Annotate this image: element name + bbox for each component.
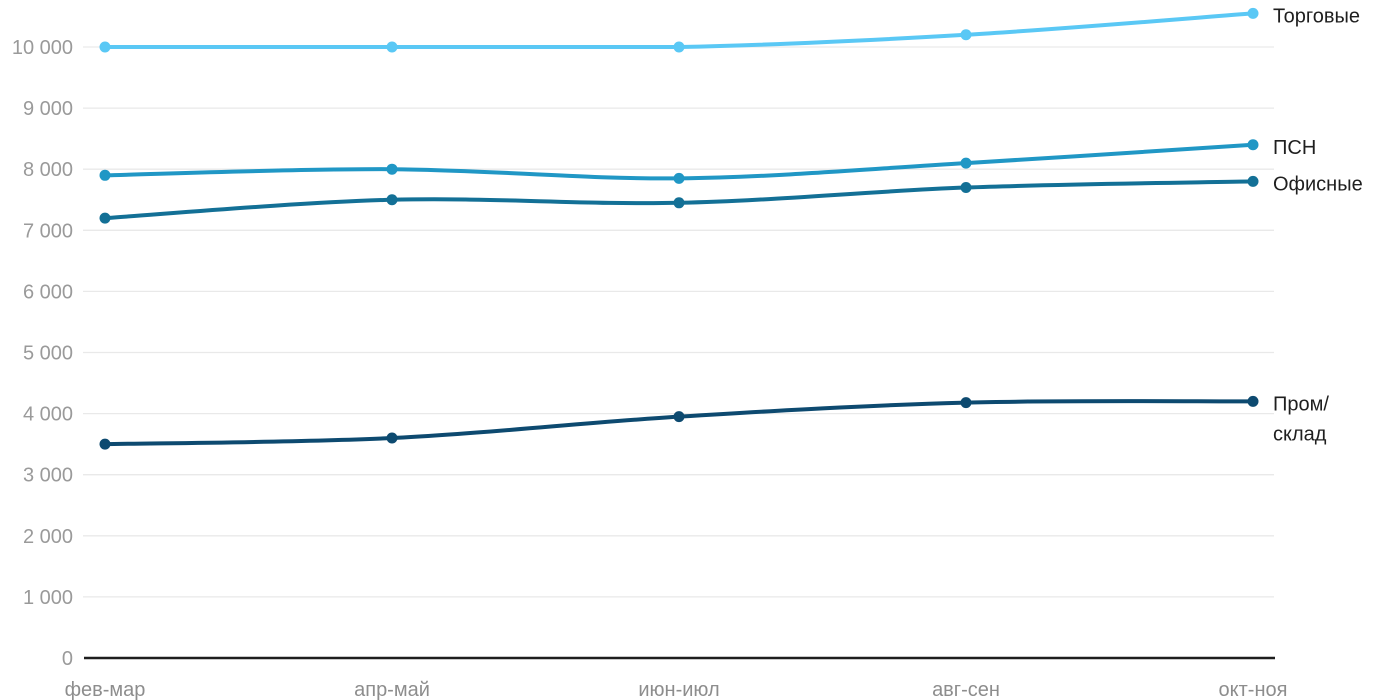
- y-tick-label: 7 000: [23, 220, 73, 242]
- y-tick-label: 0: [62, 648, 73, 670]
- data-point: [673, 411, 685, 423]
- x-axis-label: июн-июл: [638, 679, 719, 700]
- data-point: [99, 41, 111, 53]
- y-tick-label: 5 000: [23, 343, 73, 365]
- y-tick-label: 3 000: [23, 465, 73, 487]
- data-point: [960, 397, 972, 409]
- y-tick-label: 8 000: [23, 159, 73, 181]
- data-point: [673, 197, 685, 209]
- data-point: [386, 41, 398, 53]
- data-point: [673, 172, 685, 184]
- x-axis-label: авг-сен: [932, 679, 1000, 700]
- data-point: [960, 29, 972, 41]
- data-point: [673, 41, 685, 53]
- series-line-пром-склад: [103, 399, 1255, 447]
- data-point: [386, 194, 398, 206]
- series-label: склад: [1273, 423, 1327, 445]
- series-label: Торговые: [1273, 5, 1360, 27]
- y-tick-label: 10 000: [12, 37, 73, 59]
- data-point: [99, 438, 111, 450]
- x-axis-label: фев-мар: [65, 679, 146, 700]
- series-label: Офисные: [1273, 173, 1363, 195]
- x-axis-label: окт-ноя: [1219, 679, 1288, 700]
- x-axis-label: апр-май: [354, 679, 430, 700]
- series-label: ПСН: [1273, 137, 1316, 159]
- y-tick-label: 9 000: [23, 98, 73, 120]
- data-point: [1247, 7, 1259, 19]
- y-tick-label: 2 000: [23, 526, 73, 548]
- data-point: [99, 212, 111, 224]
- data-point: [960, 182, 972, 194]
- data-point: [386, 163, 398, 175]
- data-point: [386, 432, 398, 444]
- data-point: [1247, 175, 1259, 187]
- data-point: [960, 157, 972, 169]
- y-tick-label: 4 000: [23, 404, 73, 426]
- y-tick-label: 1 000: [23, 587, 73, 609]
- series-label: Пром/: [1273, 393, 1329, 415]
- data-point: [1247, 139, 1259, 151]
- data-point: [1247, 395, 1259, 407]
- y-tick-label: 6 000: [23, 281, 73, 303]
- data-point: [99, 169, 111, 181]
